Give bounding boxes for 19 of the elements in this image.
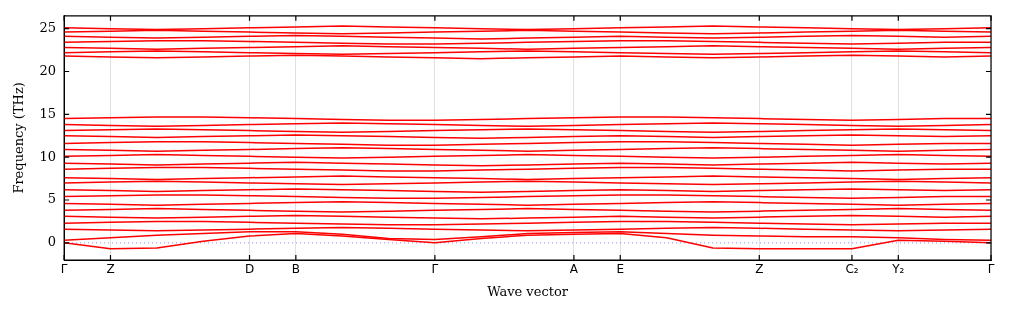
x-axis-title: Wave vector bbox=[487, 283, 569, 299]
x-tick-label: Γ bbox=[60, 262, 68, 277]
x-tick-label: E bbox=[616, 262, 625, 277]
y-tick-label: 10 bbox=[39, 148, 57, 164]
x-tick-label: C₂ bbox=[845, 262, 859, 277]
y-axis-title: Frequency (THz) bbox=[11, 82, 27, 194]
x-tick-label: Γ bbox=[987, 262, 995, 277]
y-tick-label: 15 bbox=[39, 105, 57, 121]
y-tick-label: 0 bbox=[47, 234, 57, 250]
y-tick-label: 5 bbox=[47, 191, 57, 207]
x-tick-label: A bbox=[569, 262, 579, 277]
x-tick-label: Y₂ bbox=[891, 262, 905, 277]
y-tick-label: 20 bbox=[39, 62, 57, 78]
x-tick-label: Z bbox=[106, 262, 115, 277]
x-tick-label: Γ bbox=[431, 262, 439, 277]
x-tick-label: B bbox=[291, 262, 300, 277]
x-tick-label: D bbox=[244, 262, 255, 277]
x-tick-label: Z bbox=[755, 262, 764, 277]
y-tick-label: 25 bbox=[39, 20, 57, 36]
